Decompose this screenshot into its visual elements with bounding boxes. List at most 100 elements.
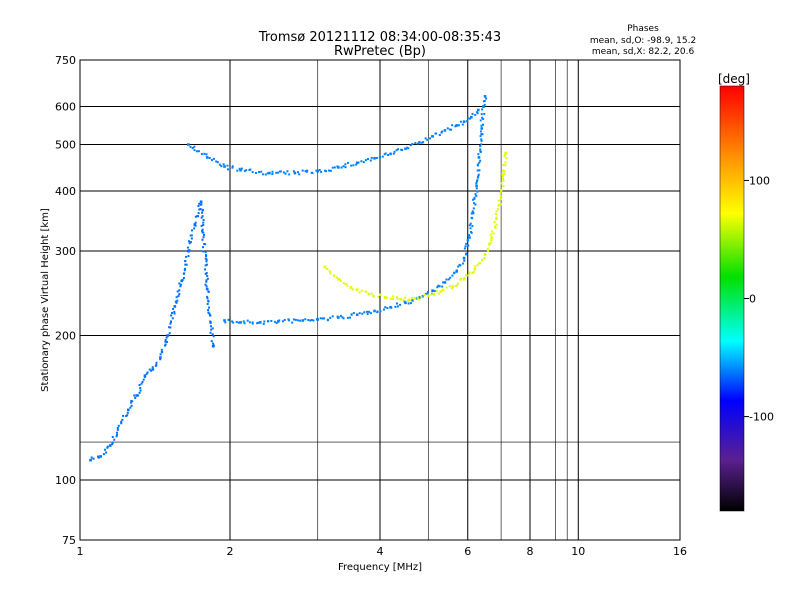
data-point xyxy=(275,171,278,174)
data-point xyxy=(468,271,471,274)
data-point xyxy=(492,232,495,235)
data-point xyxy=(169,322,172,325)
data-point xyxy=(406,146,409,149)
data-point xyxy=(341,316,344,319)
data-point xyxy=(160,351,163,354)
data-point xyxy=(197,212,200,215)
data-point xyxy=(431,289,434,292)
data-point xyxy=(464,245,467,248)
data-point xyxy=(426,292,429,295)
data-point xyxy=(495,210,498,213)
data-point xyxy=(328,169,331,172)
data-point xyxy=(408,299,411,302)
data-point xyxy=(497,204,500,207)
data-point xyxy=(428,137,431,140)
data-point xyxy=(258,171,261,174)
data-point xyxy=(484,253,487,256)
data-point xyxy=(430,293,433,296)
data-point xyxy=(396,305,399,308)
data-point xyxy=(404,147,407,151)
data-point xyxy=(472,198,475,201)
data-point xyxy=(416,142,419,145)
data-point xyxy=(373,157,376,160)
data-point xyxy=(395,149,398,152)
data-point xyxy=(474,203,477,206)
data-point xyxy=(120,422,123,425)
data-point xyxy=(204,268,207,271)
data-point xyxy=(395,302,398,305)
data-point xyxy=(315,169,318,172)
data-point xyxy=(125,415,128,418)
data-point xyxy=(249,168,252,171)
data-point xyxy=(208,157,211,160)
data-point xyxy=(344,283,347,286)
data-point xyxy=(476,176,479,179)
data-point xyxy=(181,278,184,281)
data-point xyxy=(255,171,258,174)
data-point xyxy=(462,120,466,123)
data-point xyxy=(480,133,483,136)
data-point xyxy=(479,148,482,151)
data-point xyxy=(463,247,466,250)
data-point xyxy=(471,210,474,213)
data-point xyxy=(451,274,454,277)
data-point xyxy=(179,283,182,286)
chart-title: Tromsø 20121112 08:34:00-08:35:43 xyxy=(258,30,501,45)
data-point xyxy=(211,344,215,348)
data-point xyxy=(277,171,280,174)
data-point xyxy=(116,426,119,429)
data-point xyxy=(457,124,460,127)
data-point xyxy=(131,400,134,403)
data-point xyxy=(251,171,254,174)
data-point xyxy=(365,290,368,293)
data-point xyxy=(145,372,148,375)
data-point xyxy=(439,290,443,293)
data-point xyxy=(191,229,194,232)
data-point xyxy=(381,155,384,158)
data-point xyxy=(121,418,124,421)
data-point xyxy=(203,152,206,155)
grid-lines xyxy=(80,60,680,540)
data-point xyxy=(150,369,153,372)
data-point xyxy=(212,342,215,345)
data-point xyxy=(164,343,167,346)
data-point xyxy=(472,271,475,274)
data-point xyxy=(482,118,485,121)
data-point xyxy=(391,295,394,298)
data-point xyxy=(480,127,484,130)
data-point xyxy=(175,296,178,299)
data-point xyxy=(143,374,147,377)
data-point xyxy=(291,321,294,324)
data-point xyxy=(342,165,345,168)
data-point xyxy=(159,358,162,361)
data-point xyxy=(358,291,361,294)
data-point xyxy=(216,161,219,164)
data-point xyxy=(193,223,196,226)
data-point xyxy=(456,282,459,285)
data-point xyxy=(493,225,496,228)
data-point xyxy=(476,179,479,182)
data-point xyxy=(312,319,315,322)
data-point xyxy=(488,242,491,245)
data-point xyxy=(483,103,486,106)
data-point xyxy=(182,276,185,279)
data-point xyxy=(344,163,347,166)
data-point xyxy=(468,117,471,120)
data-point xyxy=(465,242,468,245)
data-point xyxy=(372,295,375,298)
data-point xyxy=(154,364,157,367)
data-point xyxy=(231,165,234,168)
colorbar-label: [deg] xyxy=(718,72,750,86)
data-point xyxy=(375,156,378,159)
data-point xyxy=(143,375,146,378)
data-point xyxy=(275,322,278,325)
data-point xyxy=(172,307,175,310)
data-point xyxy=(283,318,286,321)
data-point xyxy=(407,299,410,302)
data-point xyxy=(369,159,372,162)
data-point xyxy=(176,299,179,302)
data-point xyxy=(151,366,154,369)
data-point xyxy=(378,156,381,159)
data-point xyxy=(165,336,168,339)
data-point xyxy=(413,297,417,300)
